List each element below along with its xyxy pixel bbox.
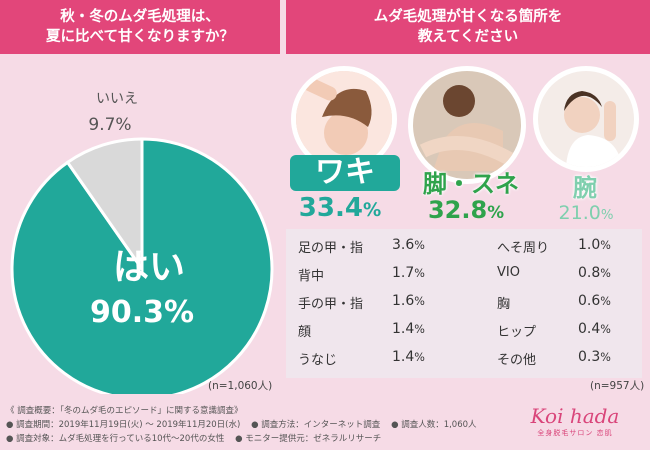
category-label: その他 [497, 353, 537, 368]
category-label: VIO [497, 265, 520, 280]
category-label: 胸 [497, 297, 511, 312]
category-value: 0.8% [578, 265, 611, 281]
top-category-value-armpit: 33.4% [288, 193, 392, 223]
category-value: 0.6% [578, 293, 611, 309]
pie-label-yes: はい [113, 247, 185, 288]
logo-text: Koi hada [530, 404, 620, 428]
leg-unit: % [487, 202, 505, 222]
category-label: 顔 [298, 325, 312, 340]
logo-subtext: 全身脱毛サロン 恋肌 [537, 429, 613, 437]
category-value: 0.3% [578, 349, 611, 365]
category-value: 1.6% [392, 293, 425, 309]
left-title-line1: 秋・冬のムダ毛処理は、 [60, 9, 220, 25]
pie-slice-yes [10, 137, 274, 394]
pie-label-no: いいえ [96, 91, 138, 107]
right-title-line2: 教えてください [417, 29, 519, 45]
armpit-number: 33.4 [298, 193, 363, 223]
category-label: へそ周り [497, 241, 550, 256]
survey-count: ● 調査人数：1,060人 [391, 420, 477, 430]
category-value: 0.4% [578, 321, 611, 337]
pie-slice-no [65, 137, 144, 274]
category-value: 1.4% [392, 349, 425, 365]
other-categories-table [286, 229, 642, 378]
category-label: ヒップ [497, 325, 537, 340]
left-sample-size: (n=1,060人) [208, 380, 273, 392]
category-value: 1.7% [392, 265, 425, 281]
top-category-label-arm: 腕 [573, 174, 597, 202]
category-label: うなじ [298, 353, 338, 368]
survey-provider: ● モニター提供元：ゼネラルリサーチ [235, 434, 382, 444]
pie-value-yes: 90.3% [90, 295, 194, 330]
survey-summary: 《 調査概要：「冬のムダ毛のエピソード」に関する意識調査》 ● 調査期間：201… [6, 404, 477, 446]
armpit-photo [291, 66, 397, 172]
survey-target: ● 調査対象：ムダ毛処理を行っている10代〜20代の女性 [6, 434, 225, 444]
category-label: 背中 [298, 269, 325, 284]
category-value: 1.0% [578, 237, 611, 253]
pie-value-no: 9.7% [88, 115, 131, 135]
right-question-header: ムダ毛処理が甘くなる箇所を 教えてください [286, 0, 650, 54]
koihada-logo: Koi hada 全身脱毛サロン 恋肌 [510, 404, 640, 444]
survey-heading: 《 調査概要：「冬のムダ毛のエピソード」に関する意識調査》 [6, 406, 243, 416]
left-question-header: 秋・冬のムダ毛処理は、 夏に比べて甘くなりますか？ [0, 0, 280, 54]
survey-row-2: ● 調査対象：ムダ毛処理を行っている10代〜20代の女性 ● モニター提供元：ゼ… [6, 432, 477, 446]
leg-number: 32.8 [427, 196, 488, 224]
arm-number: 21.0 [558, 202, 601, 224]
right-sample-size: (n=957人) [590, 380, 645, 392]
survey-row-1: ● 調査期間：2019年11月19日(火) 〜 2019年11月20日(水) ●… [6, 418, 477, 432]
top-category-label-armpit: ワキ [290, 155, 400, 191]
top-category-label-leg: 脚・スネ [423, 170, 519, 198]
arm-unit: % [600, 208, 614, 223]
top-category-value-leg: 32.8% [414, 196, 518, 224]
armpit-illustration [296, 71, 392, 167]
arm-illustration [538, 71, 634, 167]
category-label: 手の甲・指 [298, 297, 364, 312]
leg-photo [408, 66, 526, 184]
armpit-unit: % [362, 200, 382, 221]
pie-chart: はい 90.3% いいえ 9.7% [10, 91, 274, 394]
survey-period: ● 調査期間：2019年11月19日(火) 〜 2019年11月20日(水) [6, 420, 241, 430]
left-title-line2: 夏に比べて甘くなりますか？ [46, 29, 234, 45]
category-value: 1.4% [392, 321, 425, 337]
top-category-value-arm: 21.0% [534, 202, 638, 224]
arm-photo [533, 66, 639, 172]
leg-illustration [413, 71, 521, 179]
right-title-line1: ムダ毛処理が甘くなる箇所を [373, 9, 563, 25]
category-value: 3.6% [392, 237, 425, 253]
survey-method: ● 調査方法：インターネット調査 [251, 420, 381, 430]
category-label: 足の甲・指 [298, 241, 364, 256]
